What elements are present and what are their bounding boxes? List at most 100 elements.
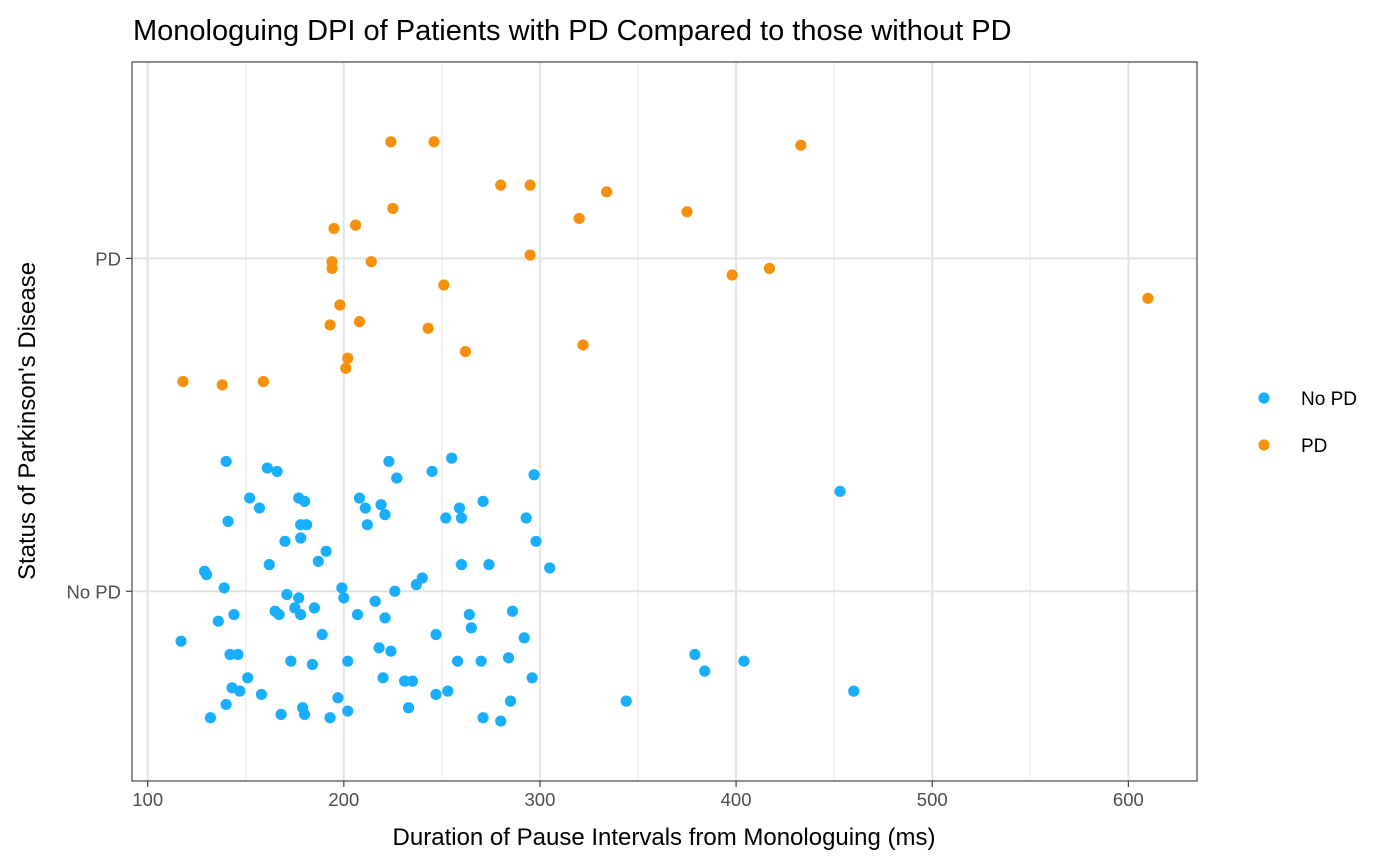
data-point xyxy=(834,485,846,498)
data-point xyxy=(402,702,415,714)
data-point xyxy=(200,569,213,581)
legend-key xyxy=(1258,439,1270,451)
data-point xyxy=(312,555,324,567)
data-point xyxy=(324,712,336,724)
x-tick-label: 200 xyxy=(328,789,359,810)
data-point xyxy=(446,452,458,464)
data-point xyxy=(689,648,701,661)
data-point xyxy=(324,319,336,331)
data-points xyxy=(175,136,1154,727)
data-point xyxy=(349,219,362,231)
x-axis-title: Duration of Pause Intervals from Monolog… xyxy=(393,824,936,851)
data-point xyxy=(316,628,328,641)
data-point xyxy=(430,628,442,641)
data-point xyxy=(177,375,189,388)
data-point xyxy=(495,179,507,191)
data-point xyxy=(738,655,750,667)
data-point xyxy=(455,512,468,524)
data-point xyxy=(216,379,228,391)
data-point xyxy=(257,375,270,388)
data-point xyxy=(385,136,397,148)
data-point xyxy=(328,222,340,235)
data-point xyxy=(234,685,246,697)
data-point xyxy=(273,608,285,621)
x-tick-label: 300 xyxy=(525,789,556,810)
data-point xyxy=(228,608,240,621)
data-point xyxy=(306,658,319,671)
data-point xyxy=(220,698,232,711)
data-point xyxy=(295,608,307,621)
data-point xyxy=(308,602,321,614)
x-axis: 100 200 300 400 500 600 xyxy=(132,781,1144,810)
y-axis: No PD PD xyxy=(67,248,132,602)
x-tick-label: 100 xyxy=(132,789,163,810)
data-point xyxy=(430,688,442,701)
grid-lines xyxy=(132,62,1197,781)
data-point xyxy=(255,688,268,701)
data-point xyxy=(385,645,397,657)
legend-label: No PD xyxy=(1301,389,1357,410)
data-point xyxy=(416,572,428,584)
data-point xyxy=(263,559,275,571)
data-point xyxy=(495,715,507,727)
plot-panel-border xyxy=(131,61,1198,782)
data-point xyxy=(1142,292,1154,304)
data-point xyxy=(351,608,364,621)
data-point xyxy=(524,249,536,261)
data-point xyxy=(520,512,532,524)
data-point xyxy=(406,675,419,687)
data-point xyxy=(451,655,464,667)
data-point xyxy=(298,708,311,721)
data-point xyxy=(359,502,371,514)
data-point xyxy=(353,492,366,504)
x-tick-label: 600 xyxy=(1113,789,1144,810)
data-point xyxy=(293,592,305,604)
data-point xyxy=(504,695,517,707)
data-point xyxy=(848,685,860,697)
data-point xyxy=(463,608,475,621)
data-point xyxy=(528,469,540,481)
data-point xyxy=(175,635,187,647)
data-point xyxy=(601,186,613,198)
data-point xyxy=(524,179,536,191)
data-point xyxy=(353,316,366,328)
data-point xyxy=(475,655,487,667)
chart-title: Monologuing DPI of Patients with PD Comp… xyxy=(133,15,1012,47)
data-point xyxy=(212,615,224,627)
data-point xyxy=(459,345,472,358)
data-point xyxy=(391,472,403,484)
data-point xyxy=(379,612,391,624)
data-point xyxy=(577,339,589,351)
legend-key xyxy=(1258,392,1270,404)
y-tick-label: No PD xyxy=(67,581,122,602)
data-point xyxy=(726,269,738,281)
data-point xyxy=(483,559,495,571)
data-point xyxy=(369,595,381,607)
data-point xyxy=(222,515,234,527)
data-point xyxy=(506,605,519,617)
data-point xyxy=(465,622,477,634)
data-point xyxy=(530,535,542,547)
data-point xyxy=(620,695,632,707)
data-point xyxy=(218,582,230,594)
data-point xyxy=(298,495,311,507)
data-point xyxy=(455,559,468,571)
data-point xyxy=(338,592,350,604)
data-point xyxy=(340,362,352,374)
data-point xyxy=(422,322,434,334)
data-point xyxy=(342,705,354,717)
legend: No PD PD xyxy=(1258,389,1357,457)
data-point xyxy=(438,279,450,291)
data-point xyxy=(281,588,293,601)
data-point xyxy=(428,136,440,148)
data-point xyxy=(399,675,411,687)
data-point xyxy=(477,712,489,724)
y-tick-label: PD xyxy=(95,248,121,269)
x-tick-label: 400 xyxy=(721,789,752,810)
data-point xyxy=(426,465,438,478)
data-point xyxy=(502,652,515,664)
data-point xyxy=(379,509,391,521)
x-tick-label: 500 xyxy=(917,789,948,810)
data-point xyxy=(320,545,332,557)
